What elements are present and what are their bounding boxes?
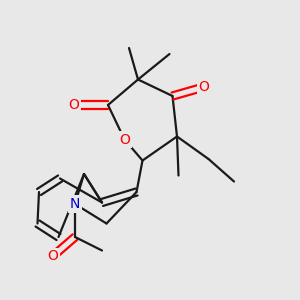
Text: O: O bbox=[199, 80, 209, 94]
Text: O: O bbox=[68, 98, 79, 112]
Text: O: O bbox=[119, 133, 130, 146]
Text: O: O bbox=[47, 250, 58, 263]
Text: N: N bbox=[70, 197, 80, 211]
